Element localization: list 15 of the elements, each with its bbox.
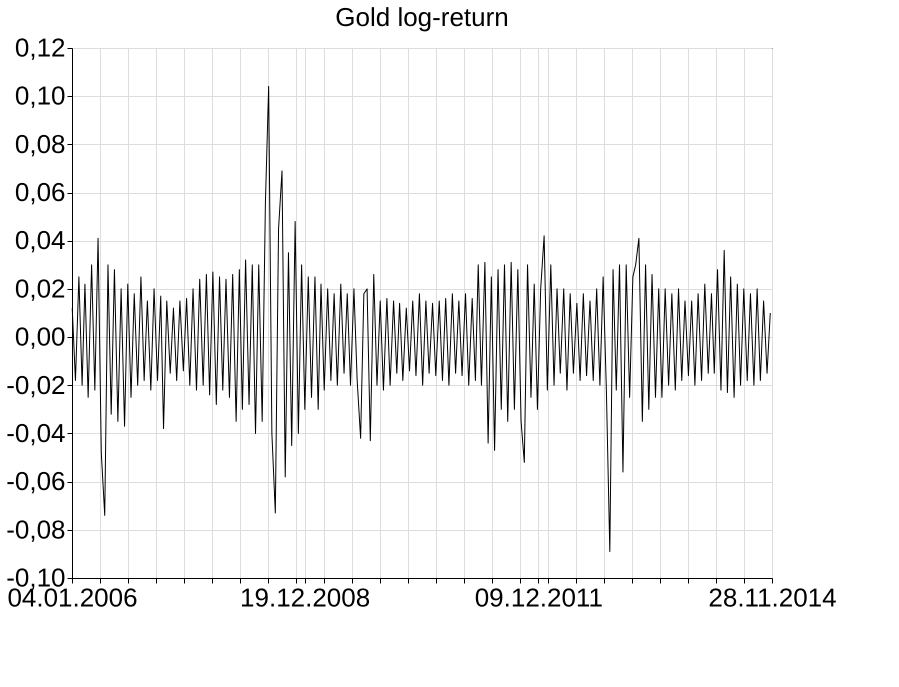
y-tick-label: 0,10 [14,80,66,111]
y-tick-label: -0,06 [6,466,66,496]
y-tick-label: -0,04 [6,418,66,448]
chart-title: Gold log-return [335,2,509,32]
x-tick-label: 19.12.2008 [240,582,370,612]
y-tick-label: 0,00 [14,322,66,352]
y-tick-label: 0,04 [14,225,66,256]
x-tick-label: 28.11.2014 [708,582,837,612]
y-tick-label: -0,08 [6,514,66,544]
y-tick-label: 0,06 [14,177,66,208]
y-tick-label: 0,12 [14,32,66,62]
x-tick-label: 09.12.2011 [474,582,603,612]
y-tick-label: 0,08 [14,128,66,159]
y-tick-label: -0,02 [6,370,66,400]
y-tick-label: 0,02 [14,273,66,304]
